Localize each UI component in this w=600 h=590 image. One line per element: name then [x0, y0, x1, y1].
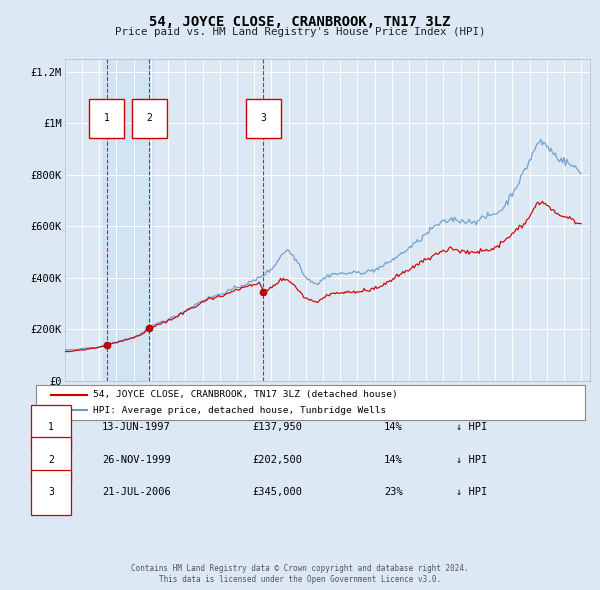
Text: Contains HM Land Registry data © Crown copyright and database right 2024.: Contains HM Land Registry data © Crown c…: [131, 565, 469, 573]
Text: 14%: 14%: [384, 455, 403, 464]
Text: 21-JUL-2006: 21-JUL-2006: [102, 487, 171, 497]
Text: 13-JUN-1997: 13-JUN-1997: [102, 422, 171, 432]
Text: 2: 2: [146, 113, 152, 123]
Text: 3: 3: [48, 487, 54, 497]
Text: £345,000: £345,000: [252, 487, 302, 497]
Text: Price paid vs. HM Land Registry's House Price Index (HPI): Price paid vs. HM Land Registry's House …: [115, 27, 485, 37]
Text: 3: 3: [260, 113, 266, 123]
Text: 54, JOYCE CLOSE, CRANBROOK, TN17 3LZ (detached house): 54, JOYCE CLOSE, CRANBROOK, TN17 3LZ (de…: [93, 390, 398, 399]
Text: 14%: 14%: [384, 422, 403, 432]
Text: 1: 1: [104, 113, 110, 123]
Text: £202,500: £202,500: [252, 455, 302, 464]
Bar: [103, 59, 152, 381]
Text: ↓ HPI: ↓ HPI: [456, 422, 487, 432]
Text: 26-NOV-1999: 26-NOV-1999: [102, 455, 171, 464]
Text: 23%: 23%: [384, 487, 403, 497]
Text: 2: 2: [48, 455, 54, 464]
Text: 1: 1: [48, 422, 54, 432]
Text: £137,950: £137,950: [252, 422, 302, 432]
Text: 54, JOYCE CLOSE, CRANBROOK, TN17 3LZ: 54, JOYCE CLOSE, CRANBROOK, TN17 3LZ: [149, 15, 451, 29]
Text: ↓ HPI: ↓ HPI: [456, 487, 487, 497]
Text: HPI: Average price, detached house, Tunbridge Wells: HPI: Average price, detached house, Tunb…: [93, 406, 386, 415]
Text: ↓ HPI: ↓ HPI: [456, 455, 487, 464]
Text: This data is licensed under the Open Government Licence v3.0.: This data is licensed under the Open Gov…: [159, 575, 441, 584]
